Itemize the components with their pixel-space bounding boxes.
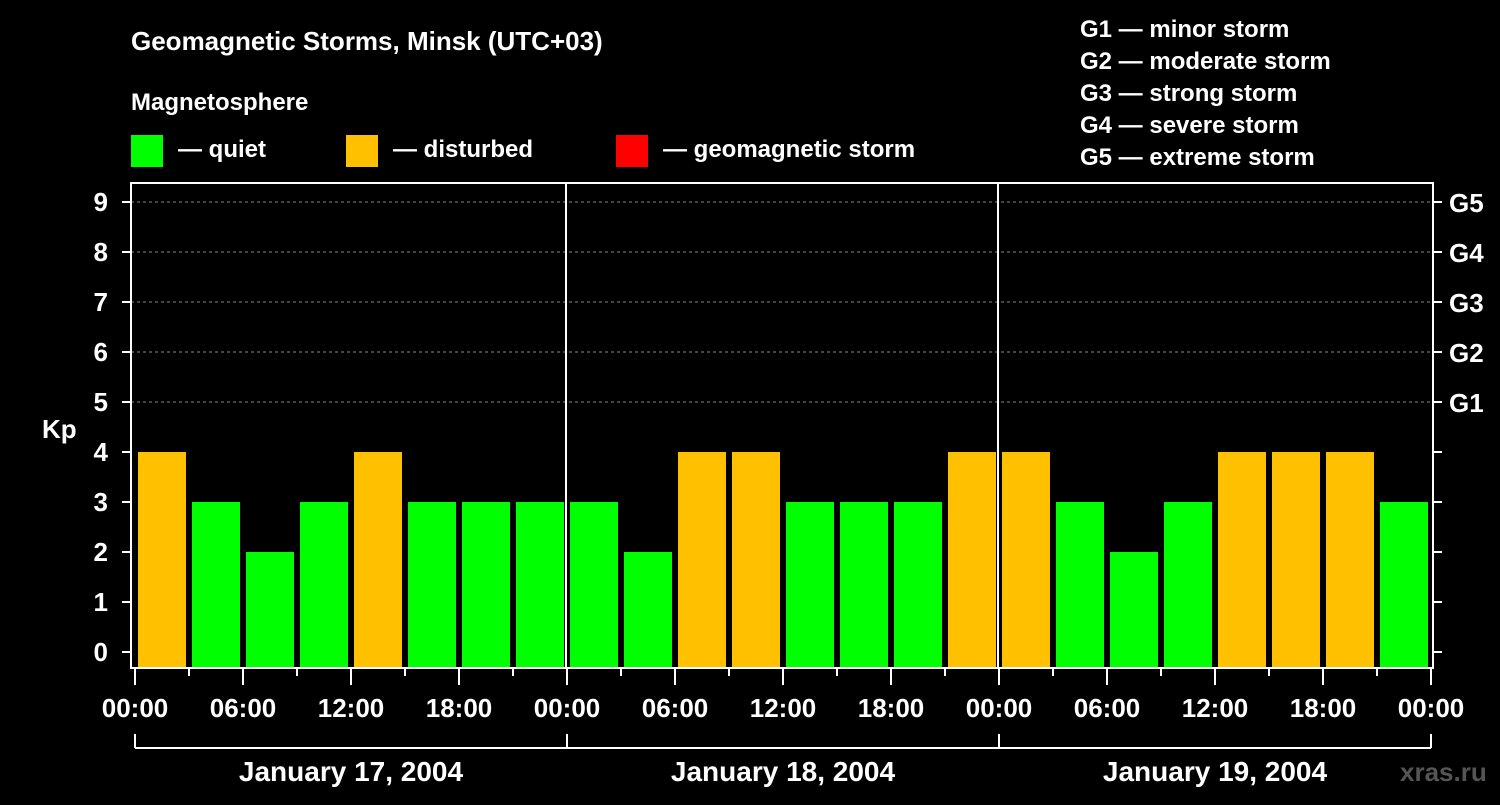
x-tick-label: 12:00 (750, 693, 817, 723)
x-tick-label: 00:00 (534, 693, 601, 723)
y-tick-label: 3 (94, 487, 108, 517)
kp-bar (1110, 552, 1158, 668)
watermark: xras.ru (1400, 757, 1487, 787)
x-tick-label: 18:00 (426, 693, 493, 723)
y-tick-label: 9 (94, 187, 108, 217)
date-label: January 18, 2004 (671, 756, 896, 787)
kp-bar (786, 502, 834, 668)
x-tick-label: 06:00 (642, 693, 709, 723)
kp-bar (894, 502, 942, 668)
y-axis-label: Kp (42, 414, 77, 444)
kp-bar (516, 502, 564, 668)
kp-bar (300, 502, 348, 668)
x-tick-label: 00:00 (102, 693, 169, 723)
g-scale-label: G5 (1449, 188, 1484, 218)
y-tick-label: 0 (94, 637, 108, 667)
legend-swatch (131, 135, 163, 167)
kp-bar (1218, 452, 1266, 668)
kp-bar (408, 502, 456, 668)
y-tick-label: 2 (94, 537, 108, 567)
grid (131, 201, 1433, 403)
date-label: January 19, 2004 (1103, 756, 1328, 787)
kp-bar (1002, 452, 1050, 668)
chart-title: Geomagnetic Storms, Minsk (UTC+03) (131, 26, 603, 56)
kp-bar (1164, 502, 1212, 668)
g-scale-label: G3 (1449, 288, 1484, 318)
kp-bar (192, 502, 240, 668)
legend-label: — geomagnetic storm (663, 136, 915, 163)
storm-scale-item: G5 — extreme storm (1080, 144, 1315, 171)
storm-scale-item: G3 — strong storm (1080, 80, 1297, 107)
legend-label: — disturbed (393, 136, 533, 163)
x-tick-label: 00:00 (1398, 693, 1465, 723)
g-scale-label: G1 (1449, 388, 1484, 418)
kp-bar (354, 452, 402, 668)
storm-scale-item: G1 — minor storm (1080, 16, 1289, 43)
kp-bar (678, 452, 726, 668)
kp-bar (1326, 452, 1374, 668)
storm-scale-item: G4 — severe storm (1080, 112, 1299, 139)
g-scale-label: G4 (1449, 238, 1484, 268)
kp-bar (840, 502, 888, 668)
kp-bar (1272, 452, 1320, 668)
kp-bar (1380, 502, 1428, 668)
x-tick-label: 06:00 (210, 693, 277, 723)
kp-bar (462, 502, 510, 668)
kp-bar (948, 452, 996, 668)
bars (138, 452, 1428, 668)
storm-scale-item: G2 — moderate storm (1080, 48, 1331, 75)
kp-bar (138, 452, 186, 668)
x-tick-label: 00:00 (966, 693, 1033, 723)
storm-scale-legend: G1 — minor storm G2 — moderate storm G3 — … (1080, 16, 1331, 171)
chart-subtitle: Magnetosphere (131, 89, 308, 116)
x-tick-label: 12:00 (318, 693, 385, 723)
legend: — quiet — disturbed — geomagnetic storm (131, 135, 915, 167)
date-label: January 17, 2004 (239, 756, 464, 787)
y-tick-label: 4 (94, 437, 109, 467)
g-scale-label: G2 (1449, 338, 1484, 368)
kp-bar (246, 552, 294, 668)
axes: 0 1 2 3 4 5 6 7 8 9 G1 G2 G3 G4 G5 00:00 06:00 12:00 18:00… (94, 182, 1484, 787)
legend-label: — quiet (178, 136, 266, 163)
y-tick-label: 1 (94, 587, 108, 617)
kp-bar (732, 452, 780, 668)
x-tick-label: 18:00 (1290, 693, 1357, 723)
legend-swatch (616, 135, 648, 167)
x-tick-label: 18:00 (858, 693, 925, 723)
x-tick-label: 12:00 (1182, 693, 1249, 723)
kp-bar (570, 502, 618, 668)
y-tick-label: 5 (94, 387, 108, 417)
y-tick-label: 8 (94, 237, 108, 267)
legend-swatch (346, 135, 378, 167)
kp-bar (1056, 502, 1104, 668)
kp-bar (624, 552, 672, 668)
y-tick-label: 7 (94, 287, 108, 317)
x-tick-label: 06:00 (1074, 693, 1141, 723)
y-tick-label: 6 (94, 337, 108, 367)
